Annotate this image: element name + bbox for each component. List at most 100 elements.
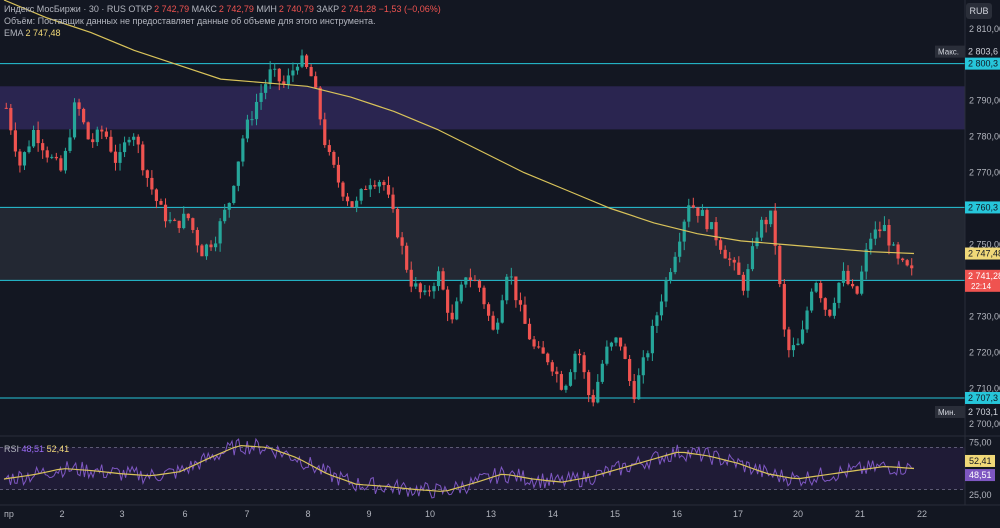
candle-body (723, 249, 727, 259)
level-tag (965, 391, 1000, 404)
volume-notice: Объём: Поставщик данных не предоставляет… (4, 16, 376, 26)
candle-body (213, 243, 218, 248)
candle-body (709, 222, 714, 230)
rsi-value: 48,51 (21, 444, 45, 454)
candle-body (77, 102, 81, 109)
candle-body (559, 374, 563, 390)
candle-body (646, 353, 650, 358)
candle-body (514, 276, 518, 301)
candle-body (764, 219, 768, 225)
candle-body (746, 269, 750, 291)
candle-body (341, 182, 345, 197)
time-axis-label: 14 (548, 509, 558, 519)
y-tick-label: 2 720,00 (969, 347, 1000, 357)
candle-body (841, 270, 846, 283)
candle-body (737, 262, 741, 275)
ema-legend[interactable]: EMA 2 747,48 (4, 28, 61, 39)
candle-body (600, 363, 604, 382)
currency-button[interactable]: RUB (966, 3, 992, 19)
time-axis-label: 2 (59, 509, 64, 519)
candle-body (700, 210, 705, 216)
candle-body (637, 375, 641, 400)
candle-body (204, 244, 209, 257)
candle-body (31, 129, 36, 147)
candle-body (41, 143, 45, 151)
candle-body (805, 310, 809, 330)
candle-body (750, 246, 755, 270)
candles (4, 49, 914, 407)
candle-body (641, 357, 645, 376)
candle-body (163, 204, 168, 222)
candle-body (614, 337, 618, 343)
candle-body (63, 150, 68, 171)
candle-body (364, 189, 368, 191)
candle-body (759, 219, 764, 238)
rsi-legend[interactable]: RSI 48,51 52,41 (4, 444, 69, 455)
candle-body (450, 312, 454, 320)
candle-body (186, 213, 190, 219)
candle-body (72, 102, 77, 138)
candle-body (50, 156, 54, 158)
candle-body (22, 152, 27, 166)
rsi-ma-line (3, 444, 915, 492)
candle-body (828, 309, 832, 316)
ema-label: EMA (4, 28, 24, 38)
candle-body (177, 220, 181, 229)
candle-body (887, 224, 891, 246)
y-tick-label: 2 750,00 (969, 239, 1000, 249)
extreme-tag-value: 2 803,6 (968, 47, 998, 57)
extreme-tag-label: Макс. (938, 48, 959, 57)
candle-body (9, 107, 13, 131)
candle-body (286, 75, 290, 85)
y-tick-label: 2 770,00 (969, 168, 1000, 178)
candle-body (455, 301, 459, 320)
candle-body (200, 245, 204, 257)
candle-body (45, 150, 49, 158)
rsi-value-tag-label: 48,51 (969, 470, 992, 480)
candle-body (191, 218, 195, 230)
candle-body (218, 221, 222, 244)
candle-body (878, 229, 882, 232)
candle-body (132, 136, 136, 140)
candle-body (728, 258, 732, 260)
candle-body (122, 142, 127, 153)
time-axis-label: 9 (366, 509, 371, 519)
candle-body (864, 249, 868, 272)
candle-body (564, 385, 568, 390)
candle-body (113, 151, 118, 163)
candle-body (705, 210, 709, 230)
candle-body (195, 229, 199, 246)
level-tag (965, 201, 1000, 214)
candle-body (350, 201, 354, 208)
zone-purple (0, 86, 965, 130)
y-tick-label: 2 710,00 (969, 383, 1000, 393)
candle-body (273, 68, 277, 70)
candle-body (464, 277, 468, 285)
candle-body (314, 76, 318, 88)
candle-body (245, 119, 250, 139)
candle-body (236, 161, 240, 186)
candle-body (496, 322, 500, 330)
candle-body (13, 130, 17, 152)
candle-body (345, 196, 350, 202)
candle-body (873, 229, 877, 239)
change-value: −1,53 (−0,06%) (378, 4, 441, 14)
candle-body (477, 280, 482, 288)
candle-body (318, 87, 322, 120)
candle-body (832, 302, 836, 316)
countdown-value: 22:14 (971, 282, 992, 291)
candle-body (414, 283, 418, 287)
time-axis-label: 16 (672, 509, 682, 519)
candle-body (54, 156, 58, 159)
candle-body (546, 353, 550, 363)
rsi-value-tag (965, 454, 995, 467)
candle-body (846, 270, 850, 284)
open-label: ОТКР (128, 4, 153, 14)
candle-body (628, 358, 632, 382)
candle-body (791, 345, 796, 351)
candle-body (323, 119, 327, 146)
candle-body (910, 265, 914, 269)
candle-body (473, 279, 477, 281)
